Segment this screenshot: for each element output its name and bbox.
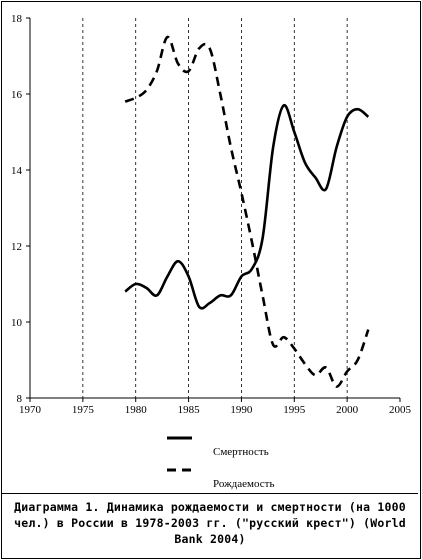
y-tick-label-10: 10 (11, 317, 23, 329)
x-tick-label-1975: 1975 (72, 404, 95, 416)
series-line-mortality (124, 104, 370, 310)
y-tick-label-16: 16 (11, 89, 23, 101)
y-tick-label-12: 12 (11, 241, 22, 253)
legend-label-mortality: Смертность (213, 446, 269, 458)
tick-labels: 8 10 12 14 16 18 1970 1975 1980 1985 1990 1995 2000 2… (11, 13, 412, 416)
chart: 8 10 12 14 16 18 1970 1975 1980 1985 1990 1995 2000 2… (11, 13, 412, 490)
legend-label-birthrate: Рождаемость (213, 478, 274, 490)
legend: Смертность Рождаемость (167, 436, 274, 490)
y-tick-label-8: 8 (17, 393, 23, 405)
vertical-gridlines (82, 18, 348, 398)
y-tick-label-18: 18 (11, 13, 23, 25)
series-lines (124, 35, 370, 388)
y-tick-label-14: 14 (11, 165, 23, 177)
x-tick-label-1980: 1980 (125, 404, 148, 416)
x-tick-label-2000: 2000 (336, 404, 359, 416)
series-line-birthrate (124, 35, 370, 388)
x-tick-label-1985: 1985 (178, 404, 201, 416)
x-tick-label-1995: 1995 (283, 404, 306, 416)
axes (26, 17, 401, 402)
x-tick-label-2005: 2005 (389, 404, 412, 416)
x-tick-label-1970: 1970 (19, 404, 42, 416)
x-tick-label-1990: 1990 (230, 404, 253, 416)
figure-caption: Диаграмма 1. Динамика рождаемости и смер… (2, 493, 418, 557)
